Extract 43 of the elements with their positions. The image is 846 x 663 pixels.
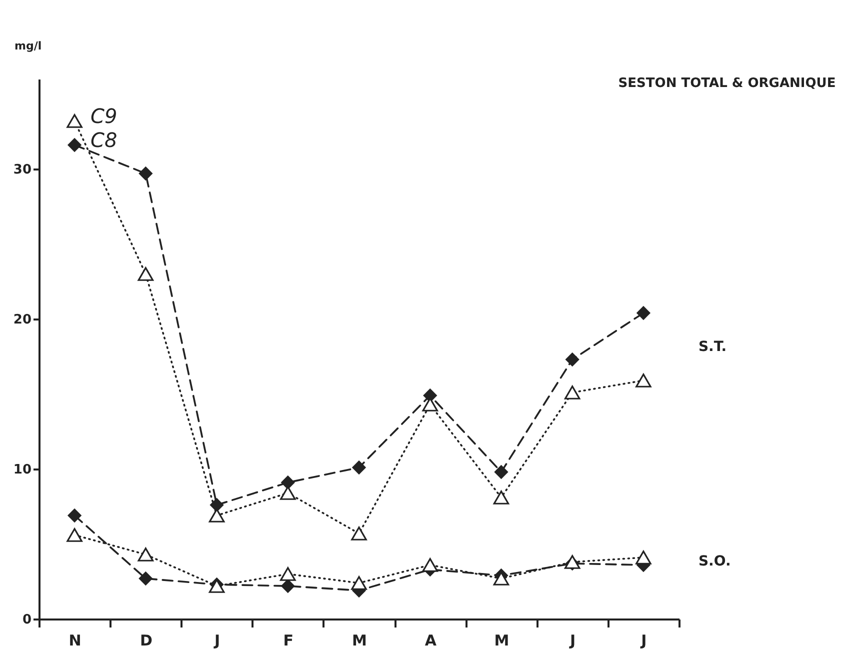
x-tick-label: J: [213, 632, 220, 650]
x-tick-label: J: [569, 632, 576, 650]
point: [422, 558, 438, 572]
x-tick-label: D: [140, 632, 152, 650]
point: [636, 374, 652, 388]
x-tick-label: A: [424, 632, 437, 650]
point: [351, 576, 367, 590]
annotation: C9: [90, 104, 118, 128]
point: [138, 166, 153, 181]
point: [66, 114, 82, 128]
point: [280, 578, 295, 594]
point: [138, 548, 154, 562]
point: [280, 567, 296, 581]
point: [565, 352, 580, 367]
text: S.O.: [698, 553, 731, 570]
x-tick-label: J: [640, 632, 647, 650]
point: [67, 508, 82, 523]
text: SESTON TOTAL & ORGANIQUE: [618, 76, 836, 91]
annotation: C8: [90, 128, 118, 152]
text: S.T.: [698, 338, 727, 355]
point: [138, 267, 154, 281]
x-tick-label: M: [352, 632, 367, 650]
point: [493, 490, 510, 504]
x-tick-label: N: [68, 632, 82, 650]
y-tick-label: 0: [22, 612, 32, 628]
x-tick-label: M: [494, 632, 510, 650]
y-tick-label: 10: [13, 462, 32, 478]
point: [564, 386, 580, 400]
point: [208, 508, 225, 522]
point: [636, 306, 651, 320]
y-tick-label: 30: [13, 162, 32, 178]
point: [67, 138, 82, 152]
point: [280, 486, 296, 500]
point: [138, 571, 153, 586]
point: [352, 460, 366, 475]
point: [636, 550, 652, 564]
y-axis-title: mg/l: [14, 40, 42, 52]
point: [66, 528, 82, 542]
point: [280, 475, 295, 490]
point: [494, 464, 508, 480]
point: [351, 526, 367, 540]
x-tick-label: F: [283, 632, 294, 650]
y-tick-label: 20: [13, 312, 32, 328]
